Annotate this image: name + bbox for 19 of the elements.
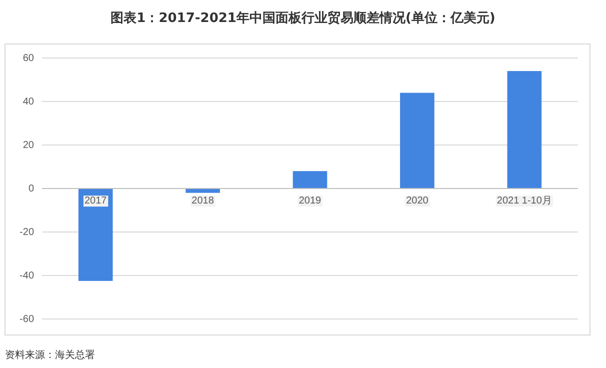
y-tick-label: -40 — [20, 270, 34, 282]
bar — [186, 188, 220, 193]
bar — [400, 92, 434, 188]
y-tick-label: 0 — [28, 184, 34, 195]
x-tick-label: 2018 — [192, 196, 214, 207]
y-tick-label: -20 — [20, 227, 34, 238]
x-tick-label: 2020 — [406, 196, 429, 207]
x-tick-label: 2017 — [84, 196, 108, 207]
bar — [292, 171, 328, 188]
y-tick-label: 60 — [22, 53, 34, 64]
y-tick-label: 20 — [22, 140, 34, 152]
text: 资料来源：海关总署 — [5, 349, 95, 361]
y-tick-label: -60 — [20, 314, 34, 326]
y-tick-label: 40 — [22, 96, 34, 108]
bar — [78, 188, 113, 281]
x-tick-label: 2021 1-10月 — [496, 196, 552, 207]
x-tick-label: 2019 — [298, 196, 322, 207]
chart-title: 图表1：2017-2021年中国面板行业贸易顺差情况(单位：亿美元) — [110, 10, 496, 26]
bar — [507, 71, 542, 188]
